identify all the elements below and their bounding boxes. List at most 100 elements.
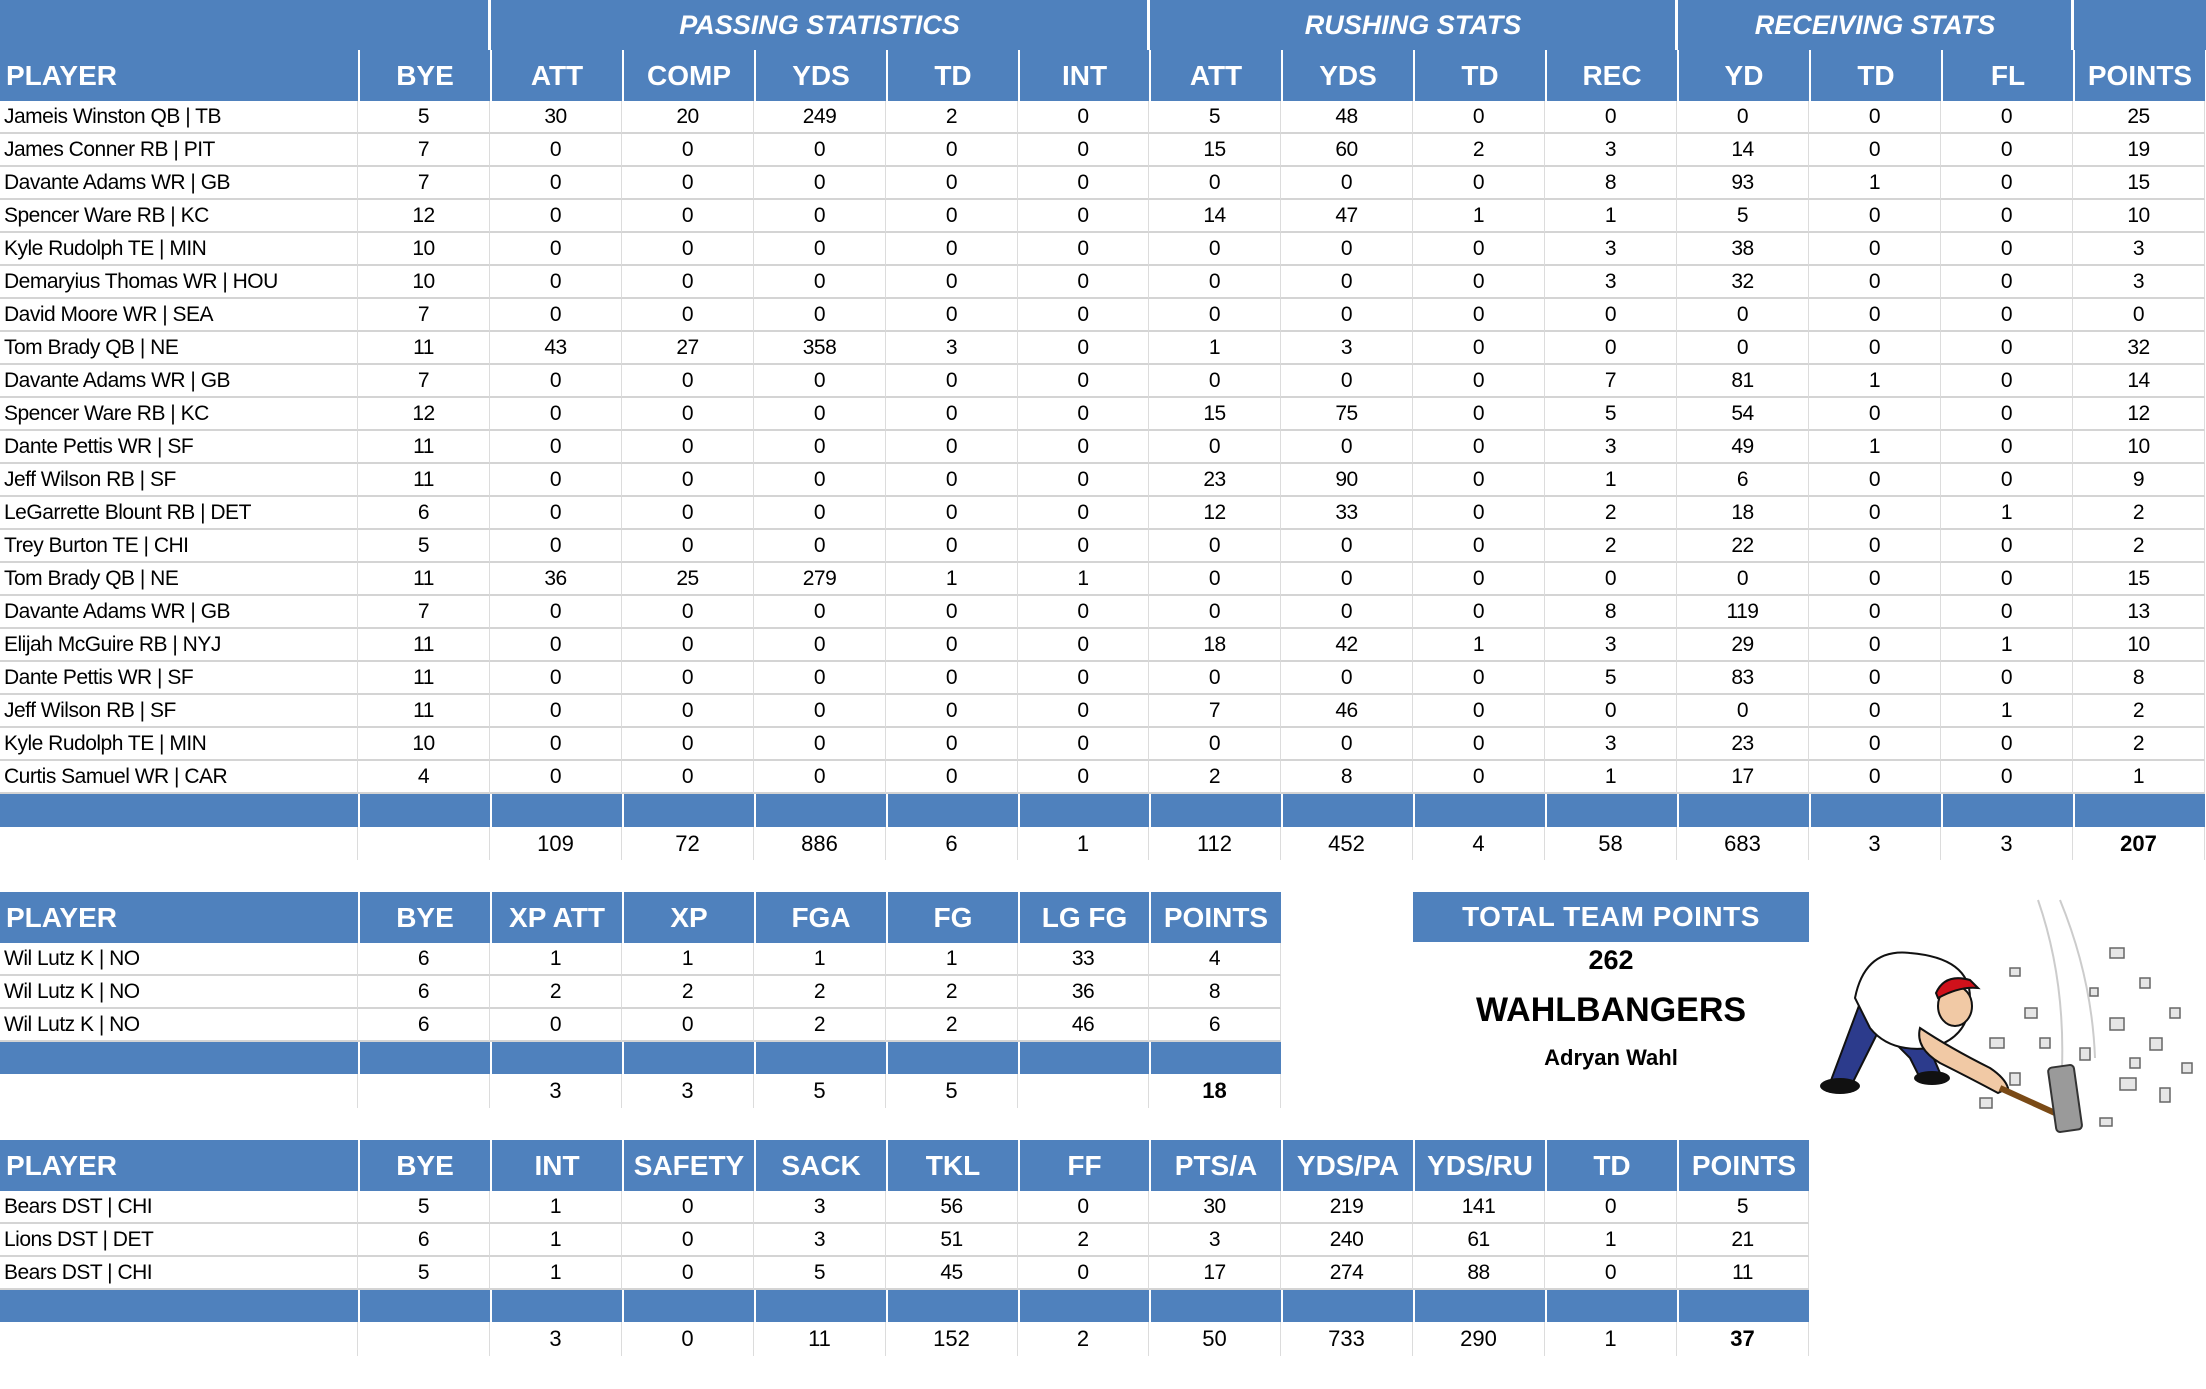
player-name[interactable]: Jeff Wilson RB | SF	[0, 464, 358, 497]
stat-cell-att: 0	[490, 398, 622, 431]
stat-cell-td: 1	[886, 563, 1018, 596]
defense-header-int[interactable]: INT	[492, 1140, 622, 1191]
column-header-td[interactable]: TD	[888, 50, 1018, 101]
player-name[interactable]: Spencer Ware RB | KC	[0, 398, 358, 431]
player-name[interactable]: Kyle Rudolph TE | MIN	[0, 728, 358, 761]
total-fl: 3	[1941, 827, 2073, 860]
player-name[interactable]: James Conner RB | PIT	[0, 134, 358, 167]
kicker-header-player[interactable]: PLAYER	[0, 892, 358, 943]
player-name[interactable]: Elijah McGuire RB | NYJ	[0, 629, 358, 662]
defense-header-yds-ru[interactable]: YDS/RU	[1415, 1140, 1545, 1191]
stat-cell-yds: 0	[754, 530, 886, 563]
player-name[interactable]: Jameis Winston QB | TB	[0, 101, 358, 134]
kicker-header-fg[interactable]: FG	[888, 892, 1018, 943]
kicker-stat-points: 4	[1149, 943, 1281, 976]
player-name[interactable]: Spencer Ware RB | KC	[0, 200, 358, 233]
column-header-fl[interactable]: FL	[1943, 50, 2073, 101]
column-header-int[interactable]: INT	[1020, 50, 1149, 101]
kicker-header-lg-fg[interactable]: LG FG	[1020, 892, 1149, 943]
stat-cell-td: 0	[1809, 563, 1941, 596]
column-header-points[interactable]: POINTS	[2075, 50, 2205, 101]
defense-name[interactable]: Bears DST | CHI	[0, 1257, 358, 1290]
defense-header-points[interactable]: POINTS	[1679, 1140, 1809, 1191]
stat-cell-yd: 83	[1677, 662, 1809, 695]
stat-cell-td: 0	[886, 134, 1018, 167]
stat-cell-td: 0	[1809, 728, 1941, 761]
summary-band	[492, 794, 622, 827]
defense-name[interactable]: Lions DST | DET	[0, 1224, 358, 1257]
defense-header-sack[interactable]: SACK	[756, 1140, 886, 1191]
stat-cell-att: 0	[1149, 365, 1281, 398]
defense-stat-ff: 0	[1018, 1191, 1149, 1224]
player-name[interactable]: Kyle Rudolph TE | MIN	[0, 233, 358, 266]
player-name[interactable]: Dante Pettis WR | SF	[0, 431, 358, 464]
stat-cell-att: 0	[1149, 563, 1281, 596]
player-name[interactable]: David Moore WR | SEA	[0, 299, 358, 332]
column-header-bye[interactable]: BYE	[360, 50, 490, 101]
stat-cell-yd: 0	[1677, 695, 1809, 728]
column-header-yd[interactable]: YD	[1679, 50, 1809, 101]
player-name[interactable]: LeGarrette Blount RB | DET	[0, 497, 358, 530]
stat-cell-fl: 0	[1941, 200, 2073, 233]
kicker-total-xp-att: 3	[490, 1074, 622, 1108]
column-header-td[interactable]: TD	[1415, 50, 1545, 101]
stat-cell-td: 0	[886, 365, 1018, 398]
stat-cell-td: 0	[1809, 596, 1941, 629]
defense-header-tkl[interactable]: TKL	[888, 1140, 1018, 1191]
summary-band	[888, 794, 1018, 827]
defense-name[interactable]: Bears DST | CHI	[0, 1191, 358, 1224]
defense-header-yds-pa[interactable]: YDS/PA	[1283, 1140, 1413, 1191]
player-name[interactable]: Demaryius Thomas WR | HOU	[0, 266, 358, 299]
kicker-stat-xp: 2	[622, 976, 754, 1009]
stat-cell-yd: 14	[1677, 134, 1809, 167]
player-name[interactable]: Dante Pettis WR | SF	[0, 662, 358, 695]
stat-cell-yds: 0	[754, 431, 886, 464]
player-name[interactable]: Trey Burton TE | CHI	[0, 530, 358, 563]
player-name[interactable]: Davante Adams WR | GB	[0, 365, 358, 398]
kicker-header-bye[interactable]: BYE	[360, 892, 490, 943]
defense-stat-ff: 2	[1018, 1224, 1149, 1257]
column-header-yds[interactable]: YDS	[756, 50, 886, 101]
player-name[interactable]: Tom Brady QB | NE	[0, 332, 358, 365]
column-header-td[interactable]: TD	[1811, 50, 1941, 101]
stat-cell-fl: 0	[1941, 332, 2073, 365]
player-name[interactable]: Tom Brady QB | NE	[0, 563, 358, 596]
defense-header-player[interactable]: PLAYER	[0, 1140, 358, 1191]
player-name[interactable]: Curtis Samuel WR | CAR	[0, 761, 358, 794]
kicker-header-fga[interactable]: FGA	[756, 892, 886, 943]
column-header-player[interactable]: PLAYER	[0, 50, 358, 101]
player-name[interactable]: Davante Adams WR | GB	[0, 167, 358, 200]
stat-cell-rec: 5	[1545, 662, 1677, 695]
column-header-att[interactable]: ATT	[1151, 50, 1281, 101]
stat-cell-int: 0	[1018, 530, 1149, 563]
stat-cell-yds: 33	[1281, 497, 1413, 530]
summary-band	[1811, 794, 1941, 827]
stat-cell-rec: 7	[1545, 365, 1677, 398]
kicker-header-xp[interactable]: XP	[624, 892, 754, 943]
defense-stat-yds-ru: 141	[1413, 1191, 1545, 1224]
stat-cell-yds: 0	[754, 266, 886, 299]
column-header-rec[interactable]: REC	[1547, 50, 1677, 101]
stat-cell-att: 12	[1149, 497, 1281, 530]
defense-stat-yds-pa: 240	[1281, 1224, 1413, 1257]
column-header-comp[interactable]: COMP	[624, 50, 754, 101]
defense-header-ff[interactable]: FF	[1020, 1140, 1149, 1191]
column-header-yds[interactable]: YDS	[1283, 50, 1413, 101]
stat-cell-td: 1	[1413, 200, 1545, 233]
player-name[interactable]: Davante Adams WR | GB	[0, 596, 358, 629]
defense-header-td[interactable]: TD	[1547, 1140, 1677, 1191]
defense-header-pts-a[interactable]: PTS/A	[1151, 1140, 1281, 1191]
kicker-name[interactable]: Wil Lutz K | NO	[0, 976, 358, 1009]
kicker-name[interactable]: Wil Lutz K | NO	[0, 943, 358, 976]
defense-header-bye[interactable]: BYE	[360, 1140, 490, 1191]
player-name[interactable]: Jeff Wilson RB | SF	[0, 695, 358, 728]
kicker-header-xp-att[interactable]: XP ATT	[492, 892, 622, 943]
defense-header-safety[interactable]: SAFETY	[624, 1140, 754, 1191]
kicker-header-points[interactable]: POINTS	[1151, 892, 1281, 943]
stat-cell-bye: 11	[358, 464, 490, 497]
column-header-att[interactable]: ATT	[492, 50, 622, 101]
kicker-name[interactable]: Wil Lutz K | NO	[0, 1009, 358, 1042]
stat-cell-att: 1	[1149, 332, 1281, 365]
stat-cell-fl: 1	[1941, 629, 2073, 662]
stat-cell-bye: 10	[358, 233, 490, 266]
